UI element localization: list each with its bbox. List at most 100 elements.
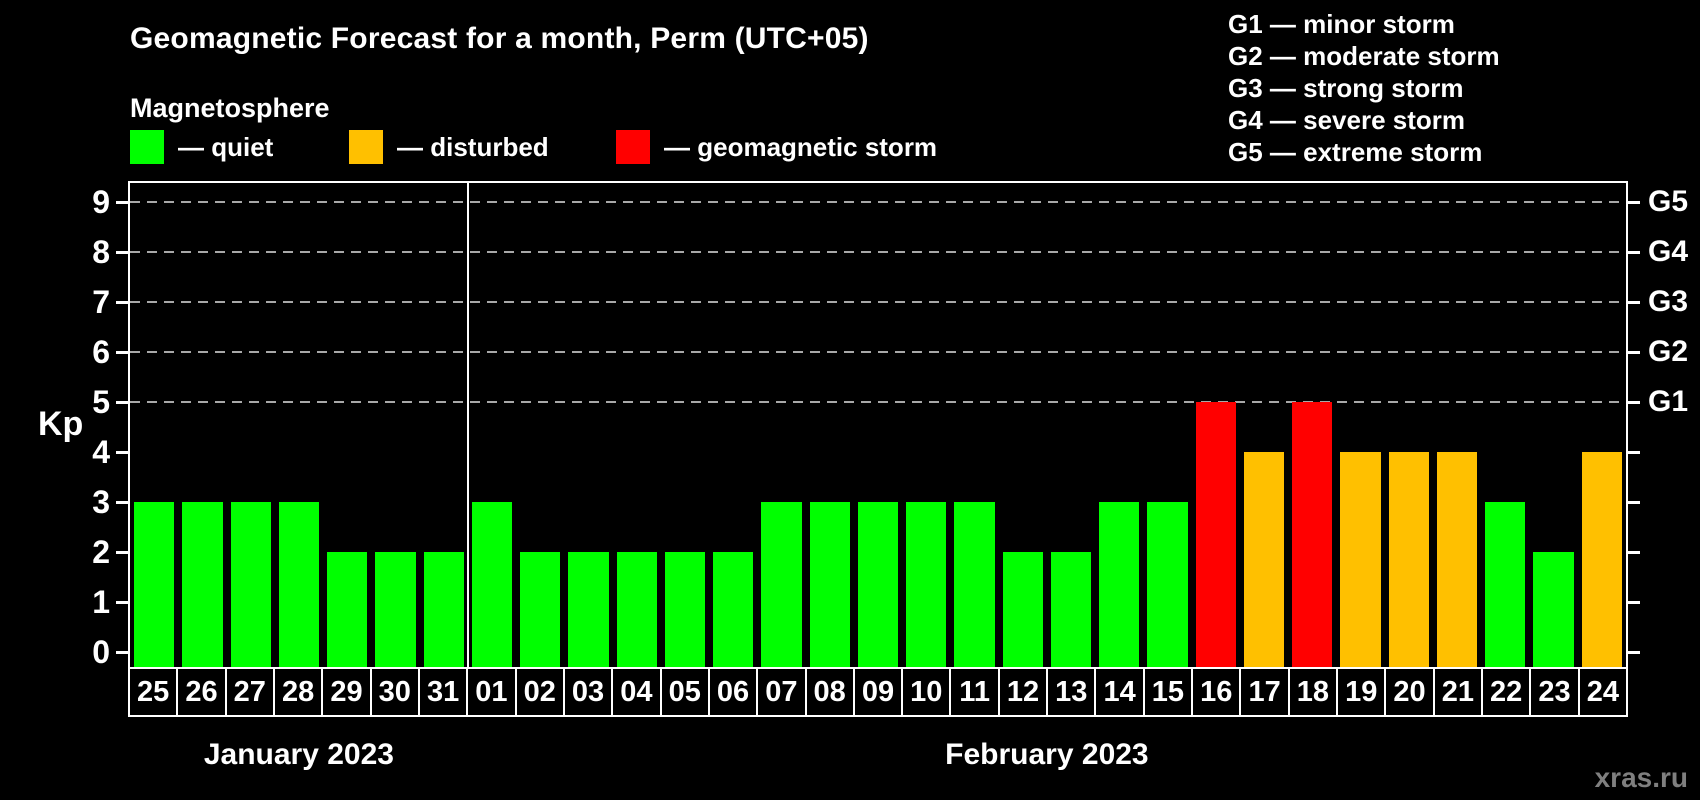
bar-day-15: [1147, 502, 1188, 667]
legend-item-quiet: — quiet: [130, 130, 273, 164]
day-label-15: 15: [1144, 669, 1192, 715]
bar-day-18: [1292, 402, 1333, 667]
bar-day-27: [230, 502, 271, 667]
day-label-31: 31: [419, 669, 467, 715]
day-label-03: 03: [564, 669, 612, 715]
y-tick-left-2: [116, 551, 128, 554]
day-label-16: 16: [1193, 669, 1240, 715]
day-label-01: 01: [468, 669, 515, 715]
y-tick-right-0: [1628, 651, 1640, 654]
watermark: xras.ru: [1594, 762, 1688, 793]
legend-label-disturbed: — disturbed: [397, 131, 549, 162]
bar-day-03: [568, 552, 609, 667]
g-legend-line-5: G5 — extreme storm: [1228, 137, 1483, 167]
bar-day-19: [1340, 452, 1381, 667]
bar-day-30: [375, 552, 416, 667]
day-label-29: 29: [323, 669, 370, 715]
day-axis: 25 26 27 28 29 30 31 01 02 03 04 05 06 07 08 09 10 11 12 13…: [128, 667, 1628, 717]
bar-day-17: [1243, 452, 1285, 667]
y-tick-label-9: 9: [92, 184, 110, 220]
bar-day-01: [471, 502, 513, 667]
storm-color-swatch: [616, 130, 650, 164]
g-legend-line-1: G1 — minor storm: [1228, 9, 1455, 39]
y-tick-left-7: [116, 301, 128, 304]
bar-day-13: [1050, 552, 1092, 667]
y-tick-right-7: [1628, 301, 1640, 304]
y-tick-left-8: [116, 251, 128, 254]
bar-day-25: [134, 502, 175, 667]
gridline-kp6: [130, 351, 1626, 353]
bar-day-31: [423, 552, 464, 667]
g-axis-label-G2: G2: [1648, 335, 1689, 368]
day-label-18: 18: [1289, 669, 1337, 715]
g-scale-legend: G1 — minor storm G2 — moderate storm G3 — …: [1228, 8, 1500, 168]
y-tick-label-7: 7: [92, 284, 110, 320]
y-tick-right-8: [1628, 251, 1640, 254]
bar-day-23: [1533, 552, 1574, 667]
day-label-27: 27: [226, 669, 273, 715]
g-legend-line-3: G3 — strong storm: [1228, 73, 1464, 103]
day-label-09: 09: [854, 669, 902, 715]
bar-day-10: [906, 502, 947, 667]
y-tick-label-3: 3: [92, 484, 110, 520]
day-label-19: 19: [1338, 669, 1385, 715]
y-tick-label-5: 5: [92, 384, 110, 420]
month-label-february: February 2023: [945, 738, 1149, 771]
y-tick-right-4: [1628, 451, 1640, 454]
y-tick-label-4: 4: [92, 434, 110, 470]
kp-axis-label: Kp: [38, 405, 84, 443]
day-label-02: 02: [516, 669, 563, 715]
y-tick-right-9: [1628, 201, 1640, 204]
bar-day-29: [327, 552, 368, 667]
y-tick-left-0: [116, 651, 128, 654]
quiet-color-swatch: [130, 130, 164, 164]
y-tick-right-6: [1628, 351, 1640, 354]
day-label-10: 10: [903, 669, 950, 715]
legend-label-storm: — geomagnetic storm: [664, 131, 938, 162]
legend-item-disturbed: — disturbed: [349, 130, 549, 164]
bar-day-02: [520, 552, 561, 667]
bar-day-05: [664, 552, 706, 667]
bar-day-22: [1485, 502, 1526, 667]
legend-item-storm: — geomagnetic storm: [616, 130, 937, 164]
bar-day-20: [1388, 452, 1429, 667]
day-label-30: 30: [371, 669, 418, 715]
day-label-26: 26: [178, 669, 225, 715]
day-label-08: 08: [806, 669, 853, 715]
bar-day-16: [1195, 402, 1236, 667]
gridline-kp8: [130, 251, 1626, 253]
gridline-kp7: [130, 301, 1626, 303]
bar-day-06: [713, 552, 754, 667]
y-tick-right-3: [1628, 501, 1640, 504]
bar-day-24: [1581, 452, 1622, 667]
y-tick-label-2: 2: [92, 534, 110, 570]
chart-subtitle: Magnetosphere: [130, 93, 330, 123]
g-axis-label-G1: G1: [1648, 385, 1689, 418]
month-label-january: January 2023: [203, 738, 394, 771]
day-label-22: 22: [1483, 669, 1530, 715]
bar-day-21: [1436, 452, 1478, 667]
bar-day-07: [761, 502, 802, 667]
day-label-20: 20: [1386, 669, 1433, 715]
y-tick-label-1: 1: [92, 584, 110, 620]
y-tick-label-8: 8: [92, 234, 110, 270]
y-tick-label-6: 6: [92, 334, 110, 370]
y-tick-left-5: [116, 401, 128, 404]
g-axis-label-G4: G4: [1648, 235, 1689, 268]
bar-day-09: [857, 502, 899, 667]
legend-label-quiet: — quiet: [178, 131, 274, 162]
bar-day-12: [1002, 552, 1043, 667]
day-label-25: 25: [130, 669, 177, 715]
day-label-14: 14: [1096, 669, 1143, 715]
y-tick-right-1: [1628, 601, 1640, 604]
bar-day-26: [182, 502, 223, 667]
day-label-12: 12: [999, 669, 1047, 715]
day-label-11: 11: [951, 669, 998, 715]
y-tick-label-0: 0: [92, 634, 110, 670]
chart-title: Geomagnetic Forecast for a month, Perm (…: [130, 22, 869, 55]
day-label-13: 13: [1048, 669, 1095, 715]
bar-day-04: [616, 552, 657, 667]
y-tick-left-3: [116, 501, 128, 504]
bar-day-08: [809, 502, 850, 667]
disturbed-color-swatch: [349, 130, 383, 164]
